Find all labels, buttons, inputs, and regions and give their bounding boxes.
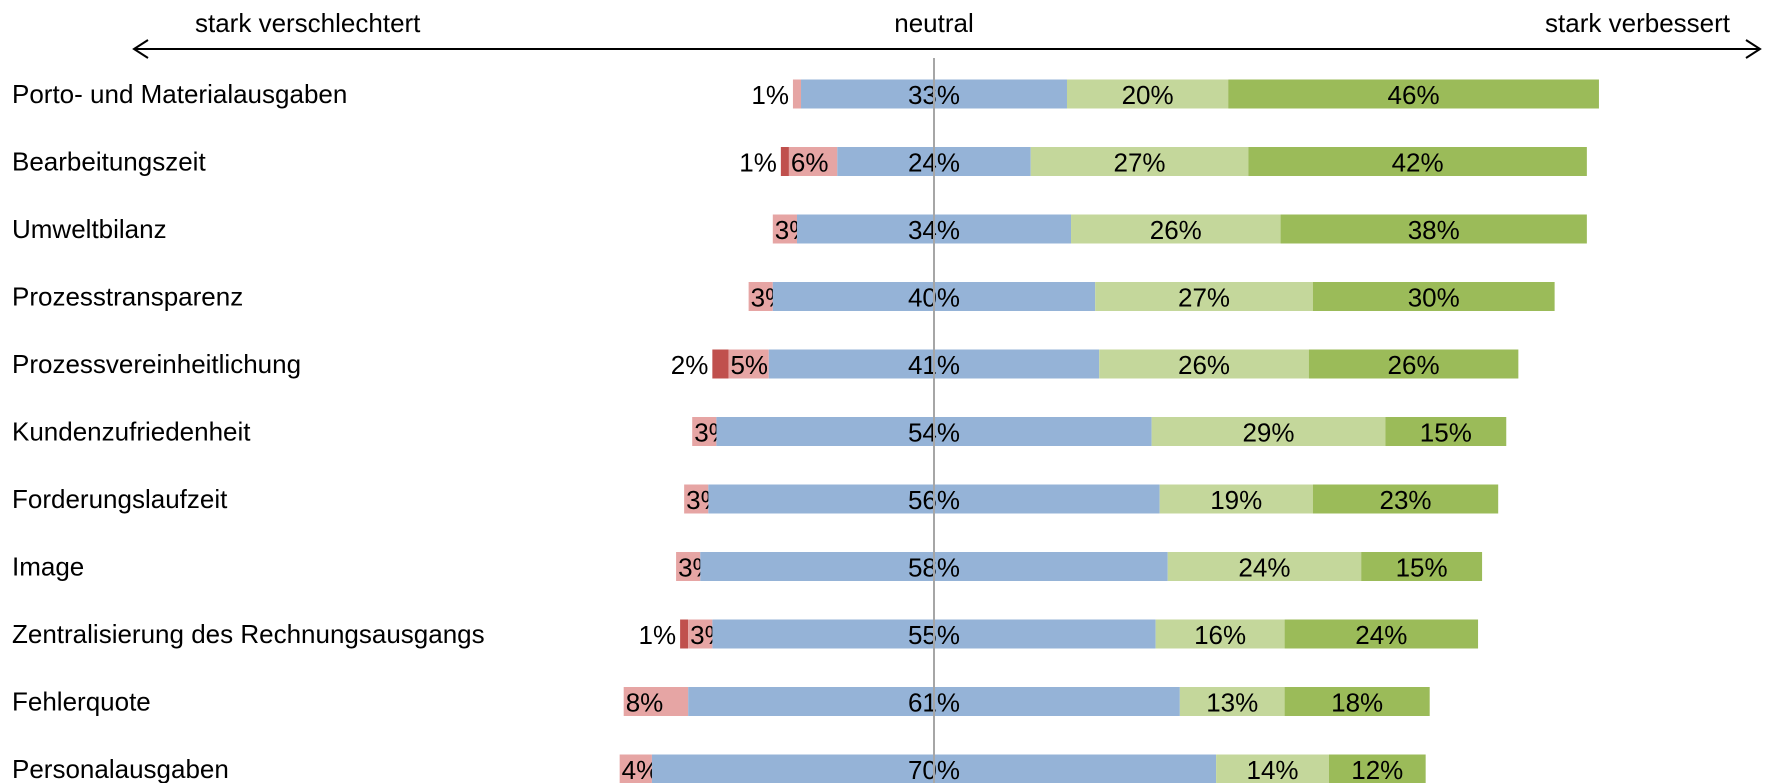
- scale-label-right: stark verbessert: [1545, 8, 1731, 38]
- bar-segment: [748, 282, 773, 311]
- bar-segment: [1385, 417, 1507, 446]
- data-label: 1%: [751, 80, 789, 110]
- category-label: Personalausgaben: [12, 754, 229, 783]
- category-label: Kundenzufriedenheit: [12, 417, 251, 447]
- bar-segment: [619, 754, 652, 783]
- chart-row: Zentralisierung des Rechnungsausgangs 1% 3…: [12, 619, 1479, 650]
- data-label: 18%: [1331, 688, 1383, 718]
- data-label: 2%: [671, 350, 709, 380]
- data-label: 26%: [1388, 350, 1440, 380]
- data-label: 1%: [739, 148, 777, 178]
- chart-row: Fehlerquote 8% 61% 13% 18%: [12, 687, 1430, 718]
- category-label: Zentralisierung des Rechnungsausgangs: [12, 619, 485, 649]
- bar-segment: [1284, 619, 1479, 649]
- bar-segment: [1361, 552, 1483, 581]
- bar-segment: [1308, 349, 1519, 379]
- data-label: 24%: [1355, 620, 1407, 650]
- bar-segment: [1159, 484, 1313, 514]
- chart-row: Porto- und Materialausgaben 1% 33% 20% 46%: [12, 79, 1599, 110]
- category-label: Bearbeitungszeit: [12, 147, 206, 177]
- data-label: 24%: [1238, 553, 1290, 583]
- chart-row: Bearbeitungszeit 1% 6% 24% 27% 42%: [12, 147, 1587, 178]
- bar-segment: [1151, 417, 1386, 446]
- bar-segment: [780, 147, 789, 176]
- bar-segment: [1095, 282, 1313, 311]
- bar-segment: [792, 79, 802, 109]
- category-label: Prozessvereinheitlichung: [12, 349, 301, 379]
- bar-segment: [1099, 349, 1309, 379]
- chart-rows: Porto- und Materialausgaben 1% 33% 20% 46%Be…: [12, 79, 1599, 783]
- chart-row: Prozessvereinheitlichung 2% 5% 41% 26% 26%: [12, 349, 1519, 380]
- data-label: 16%: [1194, 620, 1246, 650]
- bar-segment: [1228, 79, 1599, 109]
- bar-segment: [676, 552, 701, 581]
- data-label: 27%: [1178, 283, 1230, 313]
- data-label: 6%: [791, 148, 829, 178]
- data-label: 30%: [1408, 283, 1460, 313]
- bar-segment: [1312, 484, 1499, 514]
- data-label: 42%: [1392, 148, 1444, 178]
- bar-segment: [1280, 214, 1587, 244]
- chart-row: Image 3% 58% 24% 15%: [12, 552, 1483, 583]
- bar-segment: [1066, 79, 1229, 109]
- chart-row: Kundenzufriedenheit 3% 54% 29% 15%: [12, 417, 1507, 448]
- bar-segment: [1248, 147, 1587, 176]
- data-label: 27%: [1114, 148, 1166, 178]
- data-label: 15%: [1420, 418, 1472, 448]
- chart-row: Personalausgaben 4% 70% 14% 12%: [12, 754, 1426, 783]
- category-label: Forderungslaufzeit: [12, 484, 228, 514]
- bar-segment: [688, 619, 713, 649]
- bar-segment: [1030, 147, 1249, 176]
- scale-label-center: neutral: [894, 8, 974, 38]
- bar-segment: [1179, 687, 1285, 716]
- data-label: 29%: [1242, 418, 1294, 448]
- data-label: 26%: [1150, 215, 1202, 245]
- data-label: 15%: [1396, 553, 1448, 583]
- bar-segment: [712, 349, 729, 379]
- data-label: 5%: [730, 350, 768, 380]
- bar-segment: [680, 619, 689, 649]
- bar-segment: [788, 147, 838, 176]
- bar-segment: [1284, 687, 1430, 716]
- category-label: Fehlerquote: [12, 687, 151, 717]
- bar-segment: [772, 214, 797, 244]
- data-label: 38%: [1408, 215, 1460, 245]
- data-label: 46%: [1388, 80, 1440, 110]
- chart-row: Umweltbilanz 3% 34% 26% 38%: [12, 214, 1587, 245]
- bar-segment: [623, 687, 689, 716]
- category-label: Prozesstransparenz: [12, 282, 243, 312]
- data-label: 26%: [1178, 350, 1230, 380]
- data-label: 19%: [1210, 485, 1262, 515]
- chart-row: Forderungslaufzeit 3% 56% 19% 23%: [12, 484, 1499, 515]
- data-label: 20%: [1122, 80, 1174, 110]
- bar-segment: [1071, 214, 1281, 244]
- category-label: Umweltbilanz: [12, 214, 167, 244]
- data-label: 23%: [1379, 485, 1431, 515]
- scale-arrow: [132, 39, 1762, 59]
- data-label: 14%: [1246, 755, 1298, 783]
- bar-segment: [1216, 754, 1329, 783]
- data-label: 8%: [626, 688, 664, 718]
- chart-row: Prozesstransparenz 3% 40% 27% 30%: [12, 282, 1555, 313]
- bar-segment: [1155, 619, 1285, 649]
- category-label: Porto- und Materialausgaben: [12, 79, 347, 109]
- bar-segment: [1167, 552, 1362, 581]
- bar-segment: [1312, 282, 1555, 311]
- bar-segment: [684, 484, 709, 514]
- bar-segment: [728, 349, 769, 379]
- data-label: 12%: [1351, 755, 1403, 783]
- scale-label-left: stark verschlechtert: [195, 8, 421, 38]
- bar-segment: [692, 417, 717, 446]
- data-label: 1%: [639, 620, 677, 650]
- bar-segment: [1328, 754, 1426, 783]
- data-label: 13%: [1206, 688, 1258, 718]
- category-label: Image: [12, 552, 84, 582]
